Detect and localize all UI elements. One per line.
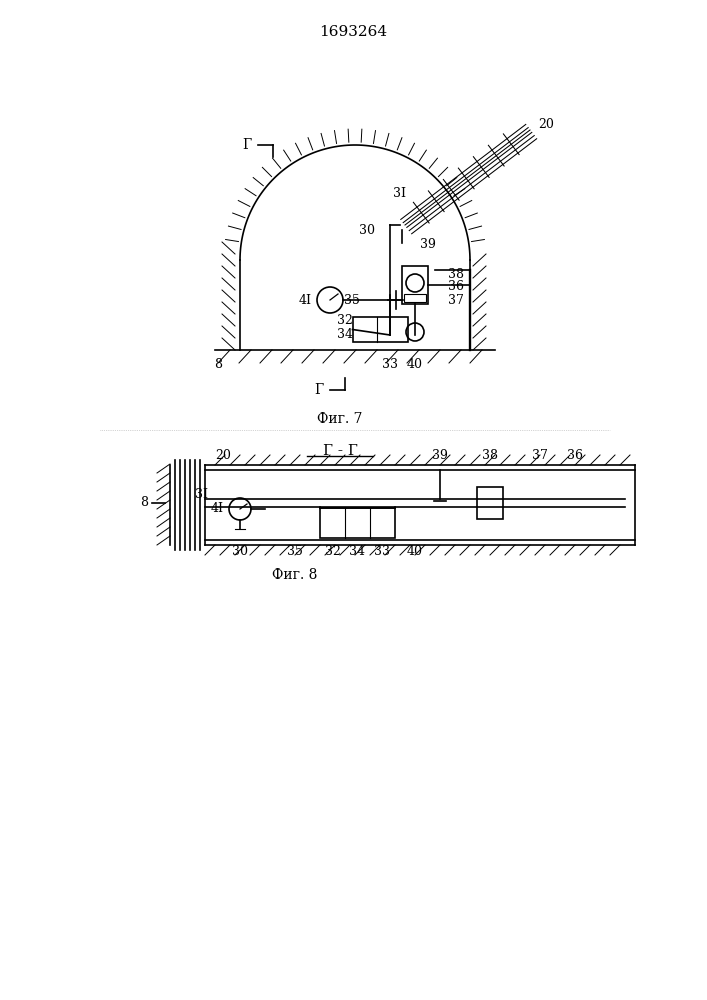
Text: 3I: 3I: [394, 187, 407, 200]
Text: 20: 20: [215, 449, 231, 462]
Text: 33: 33: [374, 545, 390, 558]
Text: 30: 30: [359, 224, 375, 236]
Text: Г - Г: Г - Г: [322, 444, 358, 458]
Text: 8: 8: [140, 496, 148, 510]
Text: 8: 8: [214, 358, 222, 371]
Text: 32: 32: [325, 545, 341, 558]
Bar: [404, 294, 426, 302]
Bar: [402, 266, 428, 304]
Text: 39: 39: [432, 449, 448, 462]
Text: Г: Г: [243, 138, 252, 152]
Text: 4I: 4I: [299, 294, 312, 306]
Text: 37: 37: [532, 449, 548, 462]
Text: 36: 36: [567, 449, 583, 462]
Bar: [477, 487, 503, 519]
Text: 35: 35: [287, 545, 303, 558]
Text: 36: 36: [448, 279, 464, 292]
Text: 32: 32: [337, 314, 353, 328]
Text: 4I: 4I: [211, 502, 224, 516]
Text: 38: 38: [448, 267, 464, 280]
Text: Г: Г: [315, 383, 324, 397]
Text: 37: 37: [448, 294, 464, 306]
Text: 33: 33: [382, 358, 398, 371]
Text: 34: 34: [349, 545, 366, 558]
Text: 30: 30: [232, 545, 248, 558]
Text: 1693264: 1693264: [319, 25, 387, 39]
Text: Фиг. 7: Фиг. 7: [317, 412, 363, 426]
Text: 35: 35: [344, 294, 360, 306]
Text: 38: 38: [482, 449, 498, 462]
Text: 3I: 3I: [195, 488, 208, 502]
Text: 40: 40: [407, 358, 423, 371]
Text: 40: 40: [407, 545, 423, 558]
Text: 20: 20: [538, 118, 554, 131]
Text: 34: 34: [337, 328, 353, 340]
Text: Фиг. 8: Фиг. 8: [272, 568, 317, 582]
Bar: [353, 317, 407, 342]
Text: 39: 39: [420, 238, 436, 251]
Bar: [320, 508, 395, 538]
